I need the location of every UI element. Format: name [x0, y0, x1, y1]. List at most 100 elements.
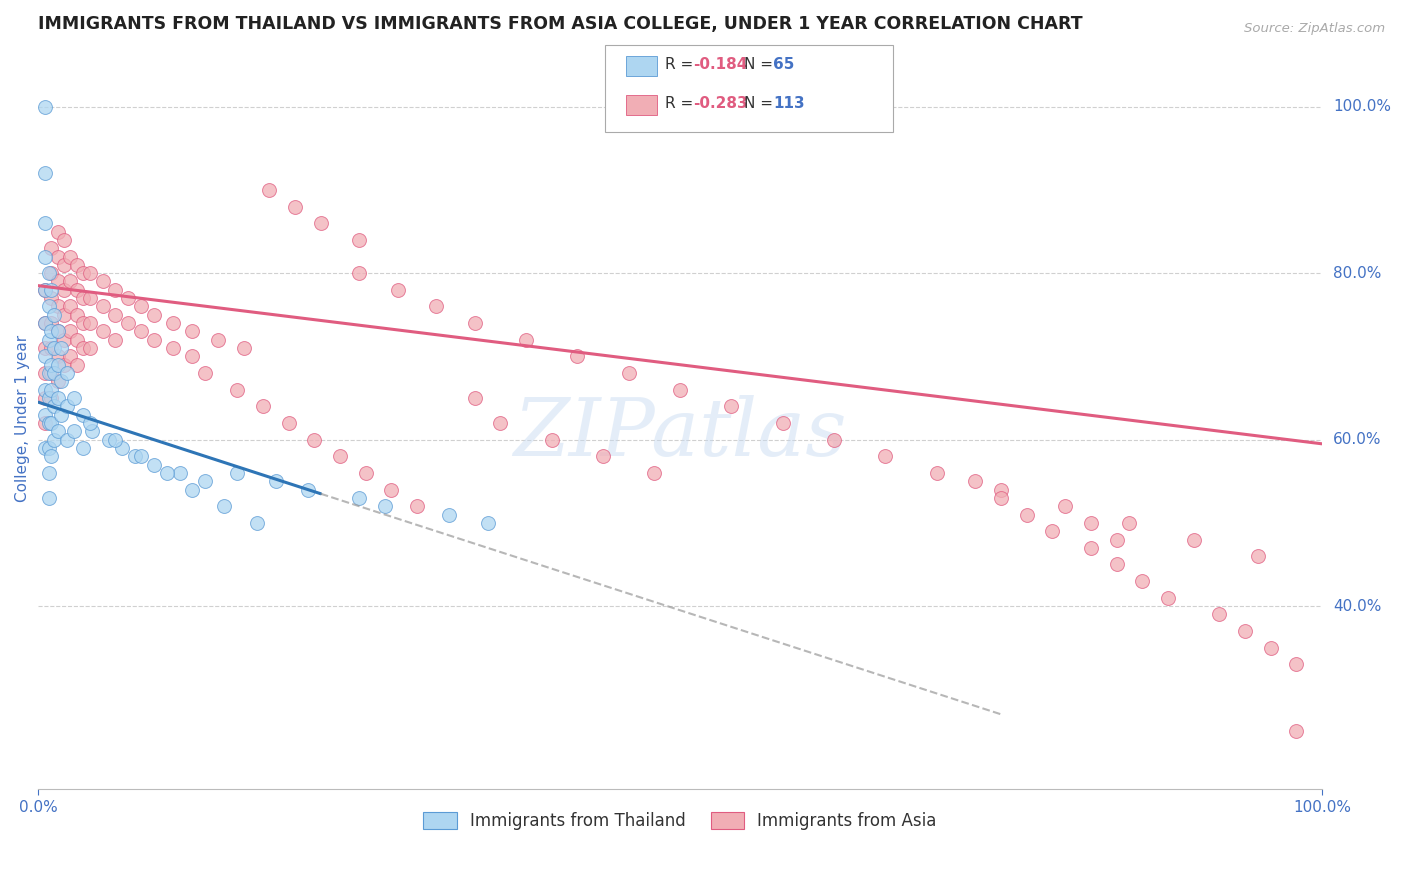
Point	[142, 333, 165, 347]
Point	[226, 466, 249, 480]
Point	[1080, 516, 1102, 530]
Point	[46, 250, 69, 264]
Point	[214, 500, 236, 514]
Point	[1130, 574, 1153, 588]
Point	[53, 258, 76, 272]
Point	[42, 400, 65, 414]
Point	[720, 400, 742, 414]
Point	[540, 433, 562, 447]
Point	[39, 416, 62, 430]
Point	[39, 391, 62, 405]
Text: 100.0%: 100.0%	[1333, 99, 1391, 114]
Point	[34, 216, 56, 230]
Point	[1285, 723, 1308, 738]
Point	[380, 483, 402, 497]
Text: N =: N =	[744, 96, 778, 111]
Point	[252, 400, 274, 414]
Point	[38, 333, 60, 347]
Point	[46, 300, 69, 314]
Point	[437, 508, 460, 522]
Point	[39, 341, 62, 355]
Point	[66, 308, 89, 322]
Point	[46, 350, 69, 364]
Point	[1157, 591, 1180, 605]
Point	[34, 283, 56, 297]
Text: 80.0%: 80.0%	[1333, 266, 1381, 281]
Point	[63, 391, 86, 405]
Point	[464, 316, 486, 330]
Point	[34, 441, 56, 455]
Point	[59, 350, 82, 364]
Point	[162, 316, 184, 330]
Point	[39, 266, 62, 280]
Point	[53, 283, 76, 297]
Point	[51, 341, 73, 355]
Point	[38, 416, 60, 430]
Point	[104, 283, 127, 297]
Point	[129, 300, 152, 314]
Point	[477, 516, 499, 530]
Point	[34, 316, 56, 330]
Text: ZIPatlas: ZIPatlas	[513, 395, 846, 473]
Point	[309, 216, 332, 230]
Text: -0.283: -0.283	[693, 96, 748, 111]
Point	[1105, 558, 1128, 572]
Point	[489, 416, 512, 430]
Point	[39, 283, 62, 297]
Point	[59, 325, 82, 339]
Point	[669, 383, 692, 397]
Point	[129, 325, 152, 339]
Point	[245, 516, 267, 530]
Point	[55, 400, 77, 414]
Point	[42, 308, 65, 322]
Point	[329, 450, 352, 464]
Point	[59, 250, 82, 264]
Point	[34, 250, 56, 264]
Point	[55, 433, 77, 447]
Point	[34, 416, 56, 430]
Point	[34, 383, 56, 397]
Point	[63, 425, 86, 439]
Point	[772, 416, 794, 430]
Point	[53, 333, 76, 347]
Text: 40.0%: 40.0%	[1333, 599, 1381, 614]
Point	[142, 308, 165, 322]
Point	[142, 458, 165, 472]
Point	[464, 391, 486, 405]
Point	[347, 491, 370, 505]
Point	[264, 475, 287, 489]
Point	[46, 225, 69, 239]
Point	[104, 308, 127, 322]
Point	[82, 425, 104, 439]
Point	[46, 425, 69, 439]
Point	[1040, 524, 1063, 539]
Point	[51, 408, 73, 422]
Point	[38, 391, 60, 405]
Point	[39, 383, 62, 397]
Point	[129, 450, 152, 464]
Point	[38, 266, 60, 280]
Point	[53, 233, 76, 247]
Point	[39, 325, 62, 339]
Point	[34, 350, 56, 364]
Point	[1208, 607, 1230, 622]
Point	[354, 466, 377, 480]
Point	[39, 366, 62, 380]
Point	[66, 283, 89, 297]
Point	[38, 366, 60, 380]
Point	[38, 441, 60, 455]
Point	[374, 500, 396, 514]
Point	[72, 266, 94, 280]
Point	[232, 341, 254, 355]
Point	[39, 316, 62, 330]
Point	[1105, 533, 1128, 547]
Point	[515, 333, 537, 347]
Point	[284, 200, 307, 214]
Y-axis label: College, Under 1 year: College, Under 1 year	[15, 335, 30, 502]
Point	[34, 166, 56, 180]
Point	[226, 383, 249, 397]
Point	[39, 241, 62, 255]
Text: R =: R =	[665, 96, 699, 111]
Point	[925, 466, 948, 480]
Point	[46, 325, 69, 339]
